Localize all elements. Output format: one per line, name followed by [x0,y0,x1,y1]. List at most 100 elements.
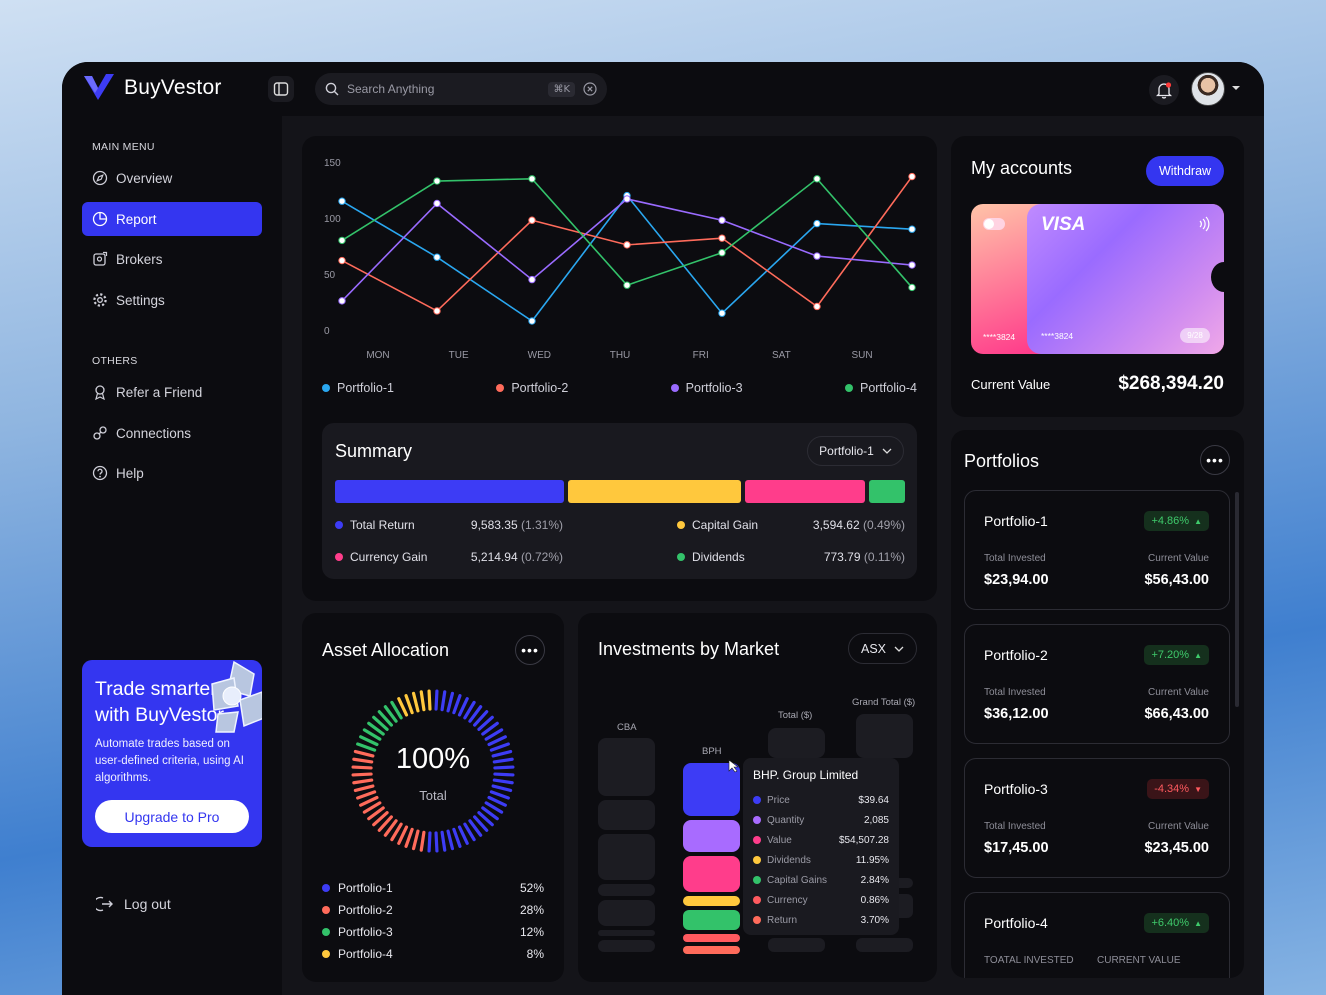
change-badge: -4.34% ▼ [1147,779,1209,799]
sidebar-item-help[interactable]: Help [82,456,262,490]
x-tick-label: THU [610,350,631,361]
current-value-label: CURRENT VALUE [1097,955,1181,966]
logout-button[interactable]: Log out [96,896,171,912]
visa-card[interactable]: ****3824 VISA ****3824 9/28 [971,204,1224,354]
stat-dot [677,553,685,561]
change-value: +7.20% [1151,649,1190,661]
summary-bar-segment[interactable] [567,480,741,503]
legend-dot [322,906,330,914]
data-point [338,197,346,205]
bph-return-block[interactable] [683,946,740,954]
logo-icon [84,74,114,100]
portfolios-card: Portfolios ••• Portfolio-1 +4.86% ▲ Total… [951,430,1244,978]
legend-percent: 52% [519,881,544,895]
app-name: BuyVestor [124,76,222,99]
bph-dividends-block[interactable] [683,896,740,906]
sidebar-item-overview[interactable]: Overview [82,161,262,195]
donut-tick [489,790,510,800]
tooltip-row: Capital Gains 2.84% [753,870,889,890]
chevron-down-icon [882,448,892,454]
bph-price-block[interactable] [683,763,740,816]
market-block [598,834,655,880]
tooltip-dot [753,836,761,844]
withdraw-button[interactable]: Withdraw [1146,156,1224,186]
select-value: ASX [860,641,886,656]
legend-dot [322,884,330,892]
allocation-legend-item: Portfolio-2 28% [322,903,544,917]
donut-tick [452,827,462,848]
change-badge: +4.86% ▲ [1144,511,1209,531]
bph-value-block[interactable] [683,856,740,892]
bph-currency-block[interactable] [683,934,740,942]
legend-item[interactable]: Portfolio-3 [670,381,743,395]
sidebar-item-report[interactable]: Report [82,202,262,236]
tooltip-value: 0.86% [860,894,889,906]
donut-tick [463,700,476,720]
total-invested-value: $17,45.00 [984,840,1049,856]
search-shortcut: ⌘K [548,81,575,97]
data-point [623,241,631,249]
allocation-legend-item: Portfolio-4 8% [322,947,544,961]
tooltip-row: Currency 0.86% [753,890,889,910]
summary-bar-segment[interactable] [744,480,865,503]
sidebar-item-label: Settings [116,292,165,308]
data-point [528,175,536,183]
data-point [813,252,821,260]
donut-tick [468,705,483,723]
legend-dot [844,384,853,392]
sidebar-item-connections[interactable]: Connections [82,416,262,450]
bph-capital-gains-block[interactable] [683,910,740,930]
data-point [528,216,536,224]
market-select[interactable]: ASX [848,633,917,664]
data-point [813,219,821,228]
current-value: $66,43.00 [1144,706,1209,722]
market-block [856,714,913,758]
tooltip-row: Quantity 2,085 [753,810,889,830]
stat-label: Total Return [350,518,415,532]
more-options-button[interactable]: ••• [515,635,545,665]
sidebar-item-refer[interactable]: Refer a Friend [82,375,262,409]
portfolio-item[interactable]: Portfolio-4 +6.40% ▲ TOATAL INVESTED CURR… [964,892,1230,978]
bph-quantity-block[interactable] [683,820,740,852]
sidebar-item-settings[interactable]: Settings [82,283,262,317]
user-avatar[interactable] [1191,72,1225,106]
legend-item[interactable]: Portfolio-4 [844,381,917,395]
donut-tick [352,778,374,785]
y-tick-label: 0 [324,326,330,337]
portfolio-item[interactable]: Portfolio-3 -4.34% ▼ Total Invested Curre… [964,758,1230,878]
data-point [718,234,726,242]
sidebar-item-brokers[interactable]: Brokers [82,242,262,276]
bell-icon [1156,81,1172,99]
summary-portfolio-select[interactable]: Portfolio-1 [807,436,904,466]
stat-label: Currency Gain [350,550,428,564]
link-icon [93,426,107,440]
legend-item[interactable]: Portfolio-2 [496,381,568,395]
column-label: Grand Total ($) [852,697,916,708]
data-point [813,175,821,183]
logo[interactable]: BuyVestor [82,72,222,104]
portfolio-item[interactable]: Portfolio-2 +7.20% ▲ Total Invested Curre… [964,624,1230,744]
upgrade-button[interactable]: Upgrade to Pro [95,800,249,833]
summary-bar-segment[interactable] [335,480,564,503]
legend-item[interactable]: Portfolio-1 [322,381,394,395]
summary-bar-segment[interactable] [868,480,905,503]
donut-tick [473,710,489,727]
sidebar-item-label: Refer a Friend [116,384,203,400]
x-tick-label: MON [366,350,389,361]
notifications-button[interactable] [1149,75,1179,105]
donut-tick [411,691,420,713]
portfolio-item[interactable]: Portfolio-1 +4.86% ▲ Total Invested Curre… [964,490,1230,610]
chart-legend: Portfolio-1 Portfolio-2 Portfolio-3 Port… [322,381,917,395]
data-point [338,236,346,245]
clear-search-icon[interactable] [583,82,597,96]
donut-tick [434,831,439,853]
more-options-button[interactable]: ••• [1200,445,1230,475]
crystal-decoration-icon [211,660,262,733]
chevron-down-icon[interactable] [1231,84,1241,92]
scrollbar[interactable] [1235,492,1239,707]
search-input[interactable] [347,82,541,96]
tooltip-value: 11.95% [855,854,889,866]
toggle-sidebar-button[interactable] [268,76,294,102]
legend-dot [322,384,330,392]
x-tick-label: TUE [449,350,469,361]
